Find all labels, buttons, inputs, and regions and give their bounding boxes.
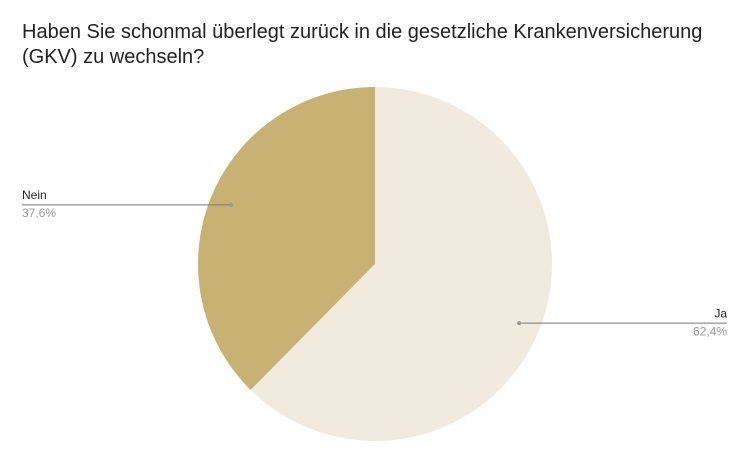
pie-slice [250, 87, 552, 441]
chart-title: Haben Sie schonmal überlegt zurück in di… [22, 21, 703, 68]
legend-label: Nein [22, 188, 47, 202]
leader-dot [517, 321, 522, 326]
pie-slice [197, 87, 375, 390]
legend-label: Ja [714, 306, 727, 320]
value-label: 62,4% [693, 324, 727, 338]
leader-dot [228, 202, 233, 207]
value-label: 37,6% [22, 206, 56, 220]
